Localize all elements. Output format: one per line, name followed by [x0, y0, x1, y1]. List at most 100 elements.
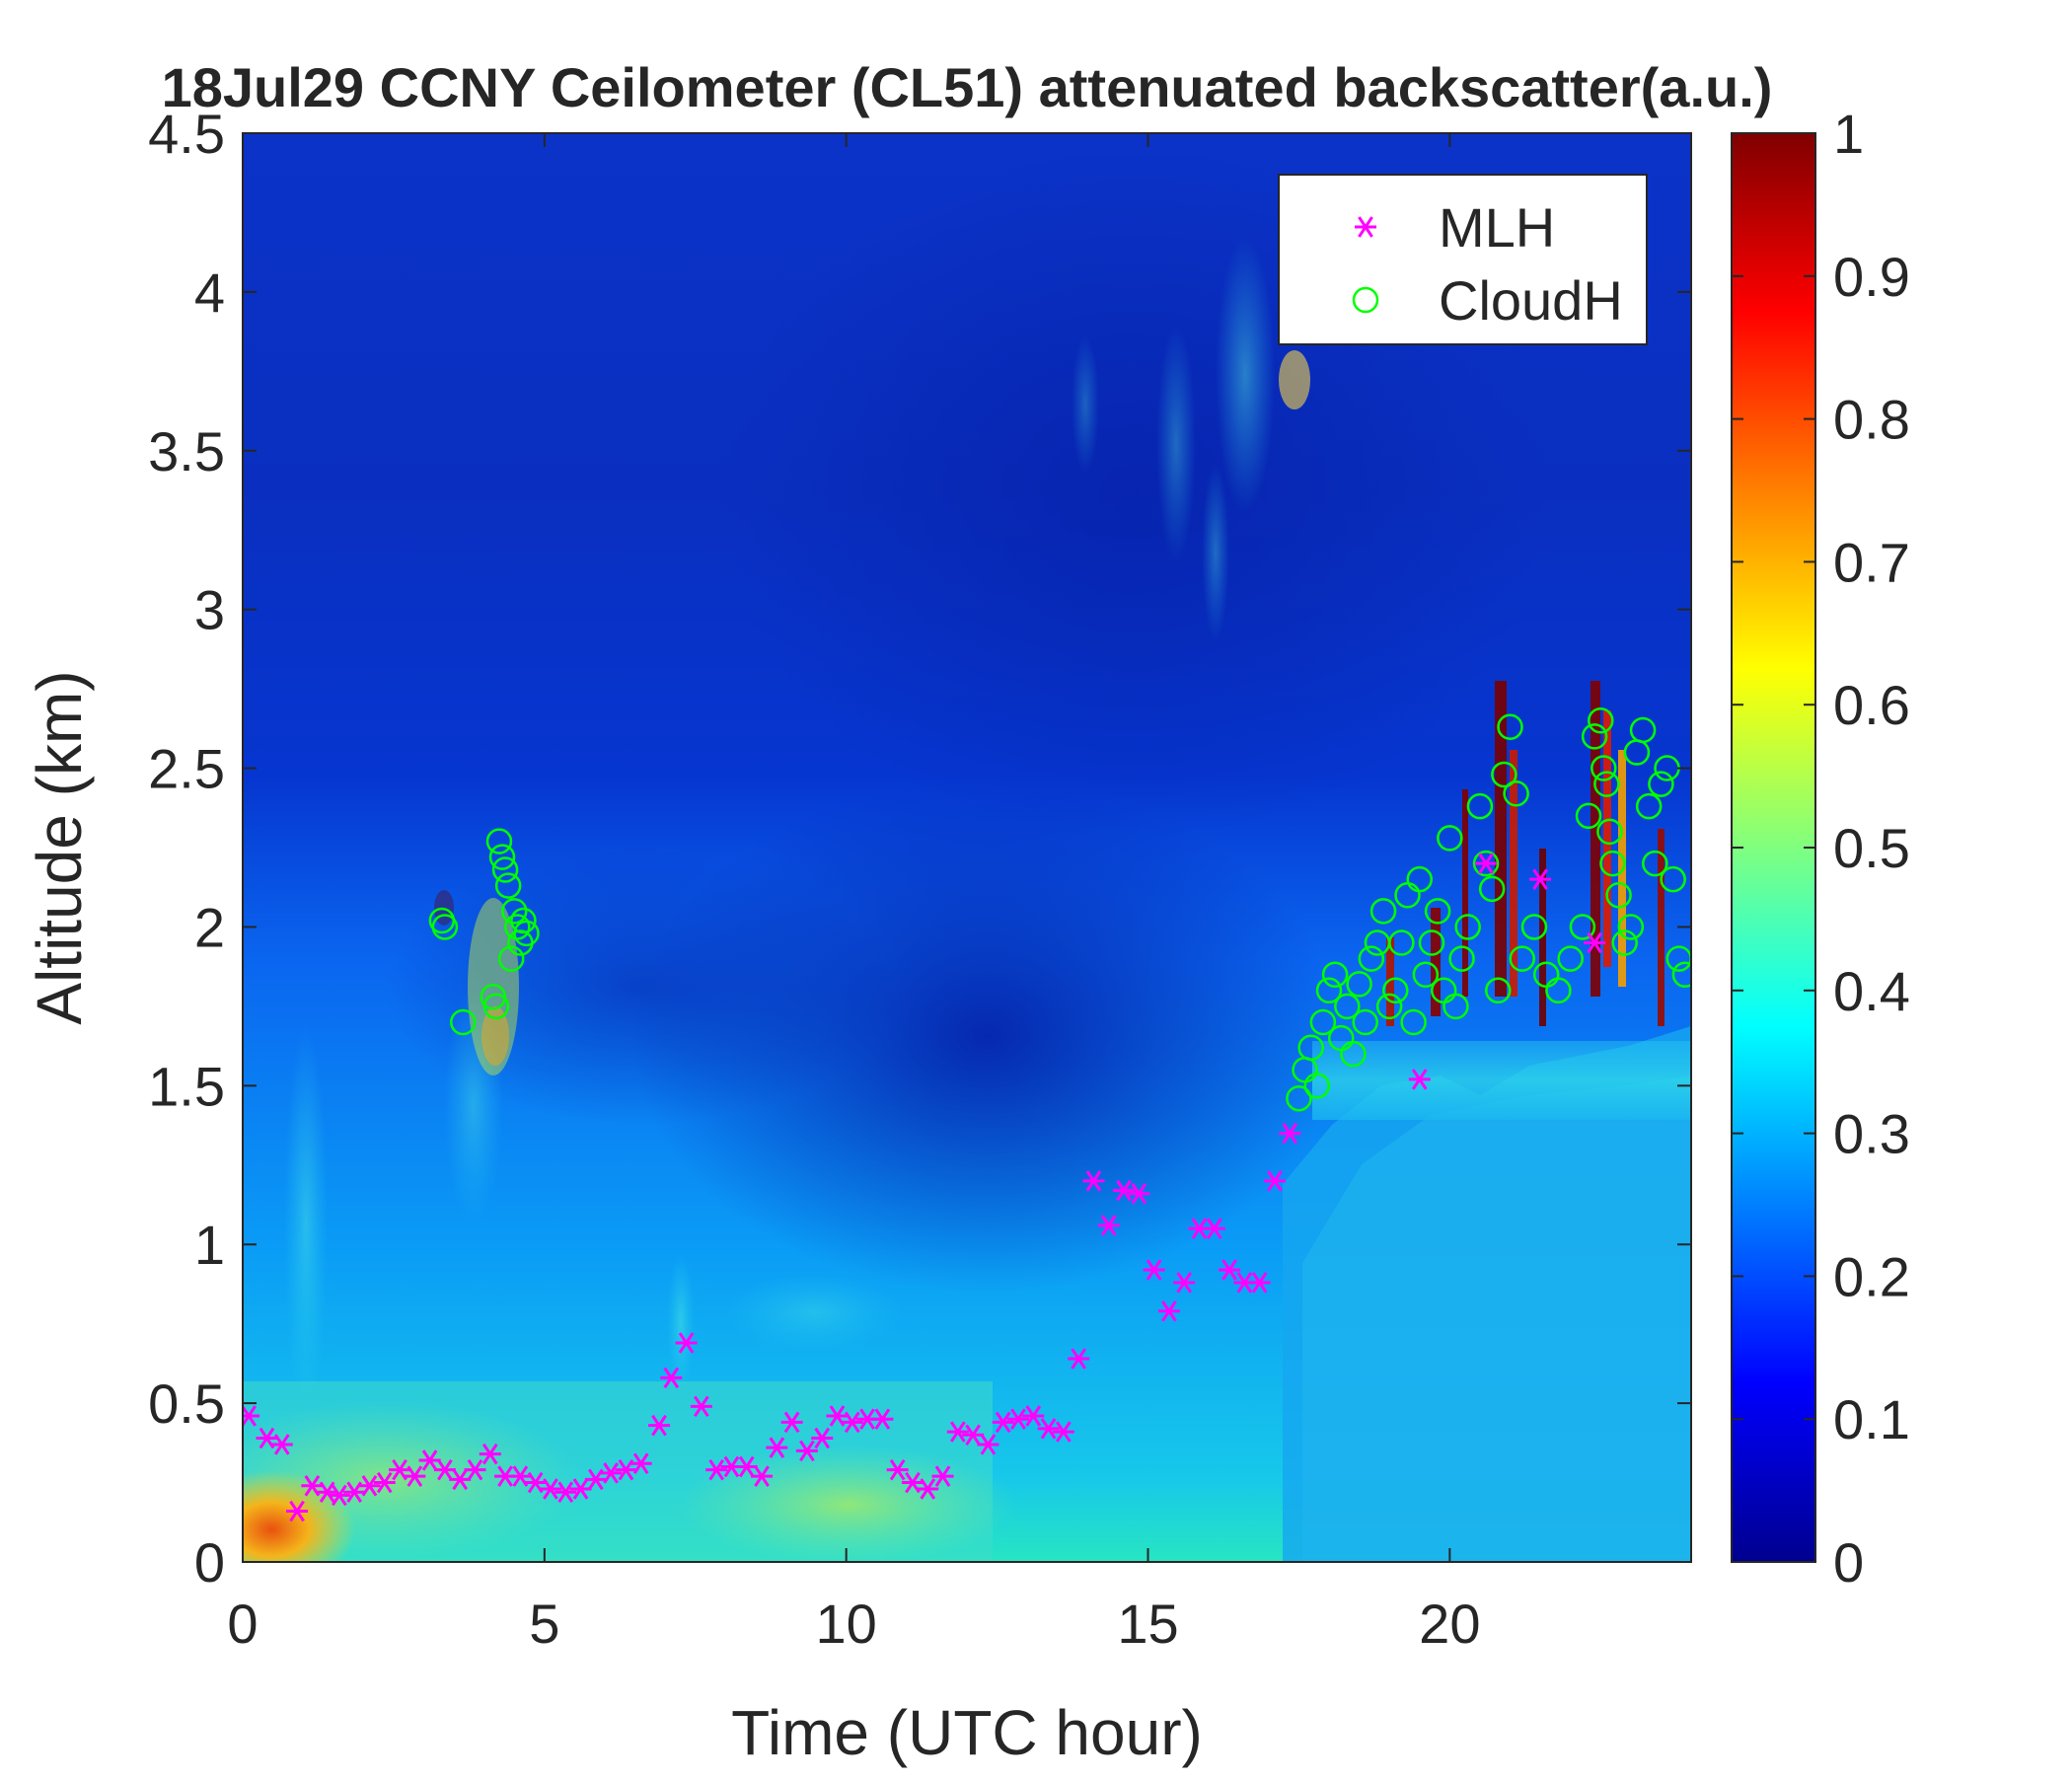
cloudh-point	[513, 920, 540, 947]
mlh-point	[1157, 1300, 1180, 1322]
cloudh-point	[1297, 1034, 1324, 1061]
cloudh-point	[1660, 865, 1686, 893]
mlh-point	[1022, 1405, 1045, 1427]
colorbar-tick-label: 0.1	[1833, 1388, 1910, 1450]
mlh-point	[328, 1484, 350, 1507]
cloudh-point	[1497, 713, 1523, 740]
mlh-point	[780, 1411, 803, 1434]
mlh-point	[1097, 1215, 1120, 1236]
series-layer	[243, 707, 1691, 1522]
mlh-point	[1529, 868, 1552, 890]
colorbar: 0 0.1 0.2 0.3 0.4 0.5 0.6 0.7 0.8 0.9 1	[1731, 103, 1910, 1594]
colorbar-tick-label: 0.5	[1833, 817, 1910, 879]
cloudh-point	[1454, 914, 1481, 940]
cloudh-point	[1412, 961, 1440, 988]
mlh-point	[243, 1405, 260, 1427]
mlh-point	[735, 1455, 758, 1478]
mlh-point	[917, 1478, 939, 1500]
y-tick-label: 1	[194, 1214, 225, 1276]
cloudh-point	[1599, 850, 1626, 877]
cloudh-point	[482, 993, 510, 1020]
mlh-point	[675, 1332, 698, 1354]
mlh-point	[1263, 1170, 1286, 1192]
cloudh-point	[1581, 723, 1608, 750]
legend-marker-cloudh	[1352, 286, 1379, 314]
mlh-point	[449, 1468, 472, 1491]
colorbar-tick-label: 0.9	[1833, 246, 1910, 308]
mlh-point	[977, 1434, 999, 1455]
axes: 0 5 10 15 20 0 0.5 1 1.5 2 2.5 3 3.5 4 4.5	[148, 103, 1691, 1655]
plot-frame	[242, 132, 1692, 1563]
cloudh-point	[431, 914, 459, 940]
mlh-point	[648, 1414, 671, 1437]
colorbar-tick-label: 0.4	[1833, 960, 1910, 1022]
legend-label: MLH	[1439, 196, 1555, 259]
cloudh-point	[1334, 993, 1361, 1020]
mlh-point	[1219, 1259, 1241, 1281]
cloudh-point	[1369, 898, 1397, 925]
cloudh-point	[1642, 850, 1668, 877]
legend-marker-mlh	[1355, 216, 1376, 238]
colorbar-tick-label: 0.2	[1833, 1245, 1910, 1307]
cloudh-point	[1520, 914, 1548, 940]
cloudh-point	[1388, 929, 1415, 956]
mlh-point	[992, 1411, 1014, 1434]
colorbar-tick-label: 0.6	[1833, 674, 1910, 736]
colorbar-tick-label: 0.3	[1833, 1103, 1910, 1165]
cloudh-point	[1400, 1008, 1427, 1036]
cloudh-point	[1503, 780, 1529, 807]
cloudh-point	[485, 828, 513, 854]
cloudh-point	[1346, 971, 1372, 998]
y-axis-label: Altitude (km)	[24, 670, 95, 1024]
mlh-point	[464, 1458, 486, 1481]
x-tick-label: 5	[529, 1593, 559, 1655]
cloudh-point	[1478, 875, 1506, 903]
y-tick-label: 2.5	[148, 738, 225, 800]
mlh-point	[931, 1465, 954, 1487]
y-tick-label: 0.5	[148, 1373, 225, 1435]
cloudh-point	[1596, 818, 1623, 846]
chart-title-group: 18Jul29 CCNY Ceilometer (CL51) attenuate…	[162, 56, 1773, 118]
mlh-point	[1203, 1218, 1225, 1239]
mlh-point	[705, 1458, 728, 1481]
cloudh-point	[510, 907, 537, 934]
mlh-point	[1052, 1421, 1074, 1443]
cloudh-point	[1591, 755, 1617, 781]
mlh-point	[962, 1424, 985, 1447]
cloudh-point	[1448, 945, 1475, 972]
mlh-point	[946, 1421, 969, 1443]
cloudh-point	[1575, 802, 1602, 830]
mlh-point	[433, 1458, 456, 1481]
colorbar-tick-label: 1	[1833, 103, 1864, 165]
x-tick-label: 20	[1419, 1593, 1480, 1655]
y-tick-label: 3.5	[148, 420, 225, 482]
cloudh-point	[1593, 771, 1620, 797]
cloudh-point	[1303, 1073, 1331, 1099]
mlh-point	[1113, 1179, 1136, 1202]
mlh-point	[871, 1408, 894, 1430]
mlh-point	[270, 1434, 293, 1455]
cloudh-point	[1352, 1008, 1378, 1036]
y-tick-label: 0	[194, 1531, 225, 1594]
mlh-point	[373, 1471, 396, 1494]
cloudh-point	[1424, 898, 1451, 925]
cloudh-point	[1617, 914, 1645, 940]
mlh-point	[1128, 1183, 1150, 1205]
x-axis-label: Time (UTC hour)	[731, 1697, 1203, 1768]
cloudh-point	[501, 898, 528, 925]
mlh-point	[1143, 1259, 1165, 1281]
cloudh-point	[494, 872, 522, 899]
chart-title: 18Jul29 CCNY Ceilometer (CL51) attenuate…	[162, 56, 1773, 118]
cloudh-point	[1309, 1008, 1337, 1036]
mlh-point	[1475, 853, 1498, 874]
colorbar-tick-label: 0	[1833, 1531, 1864, 1594]
mlh-point	[1584, 931, 1606, 954]
y-tick-label: 3	[194, 579, 225, 641]
cloudh-point	[1406, 865, 1433, 893]
mlh-point	[795, 1440, 818, 1462]
y-tick-label: 2	[194, 896, 225, 958]
legend-box	[1278, 174, 1648, 345]
y-tick-label: 4	[194, 261, 225, 324]
cloudh-point	[1671, 961, 1691, 988]
